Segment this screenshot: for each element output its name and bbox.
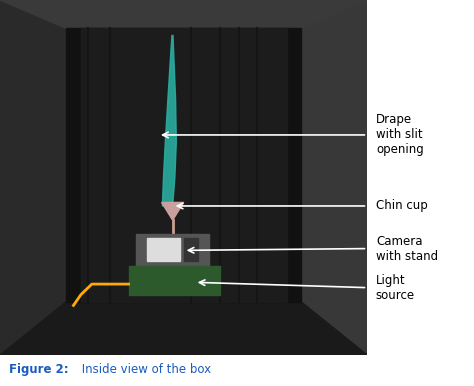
- Text: Light
source: Light source: [376, 274, 415, 301]
- Polygon shape: [0, 302, 367, 355]
- Text: Inside view of the box: Inside view of the box: [78, 362, 211, 376]
- Bar: [136, 234, 210, 266]
- Text: Figure 2:: Figure 2:: [9, 362, 69, 376]
- Polygon shape: [0, 0, 367, 29]
- Polygon shape: [301, 0, 367, 355]
- Polygon shape: [0, 0, 66, 355]
- Text: Drape
with slit
opening: Drape with slit opening: [376, 113, 424, 156]
- Polygon shape: [163, 36, 176, 206]
- Text: Chin cup: Chin cup: [376, 200, 428, 212]
- Bar: [184, 238, 199, 261]
- Bar: [128, 266, 220, 295]
- Polygon shape: [162, 202, 184, 220]
- Bar: [147, 238, 180, 261]
- Bar: [66, 29, 301, 302]
- Text: Camera
with stand: Camera with stand: [376, 235, 438, 262]
- Bar: [81, 29, 286, 302]
